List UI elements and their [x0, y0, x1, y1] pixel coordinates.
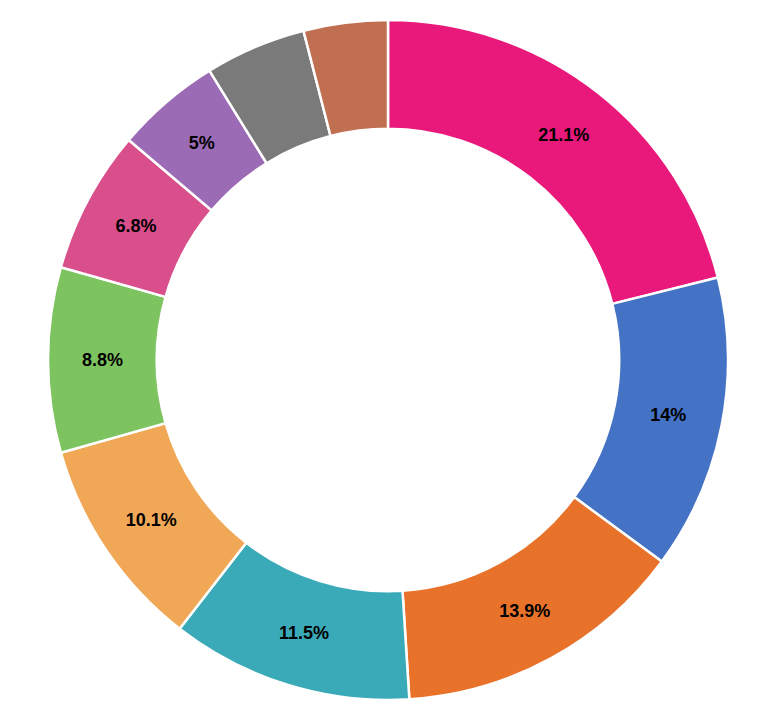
slice	[61, 423, 246, 629]
slice	[388, 20, 718, 304]
data-label: 21.1%	[538, 125, 589, 145]
data-label: 10.1%	[126, 510, 177, 530]
chart: 21.1% 14% 13.9% 11.5% 10.1% 8.8% 6.8% 5%	[0, 0, 776, 720]
plot: 21.1% 14% 13.9% 11.5% 10.1% 8.8% 6.8% 5%	[48, 20, 728, 700]
slice	[303, 20, 388, 136]
data-label: 11.5%	[279, 623, 329, 643]
slice	[48, 267, 166, 453]
data-label: 13.9%	[499, 601, 550, 621]
slice	[403, 497, 662, 699]
data-label: 5%	[189, 133, 215, 153]
data-label: 8.8%	[82, 350, 123, 370]
data-label: 14%	[650, 405, 686, 425]
slices	[48, 20, 728, 700]
data-label: 6.8%	[116, 216, 157, 236]
data-labels: 21.1% 14% 13.9% 11.5% 10.1% 8.8% 6.8% 5%	[82, 125, 686, 643]
